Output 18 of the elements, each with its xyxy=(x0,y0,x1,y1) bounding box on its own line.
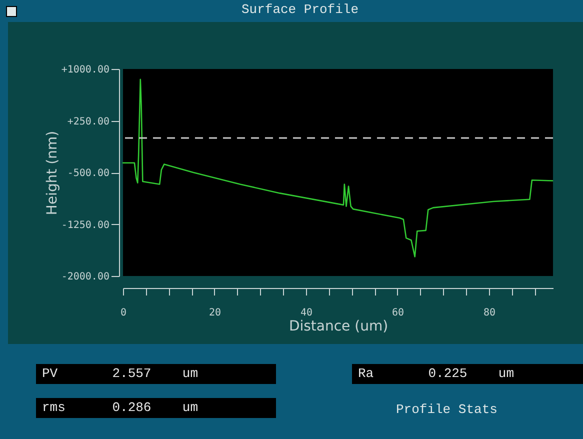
text: Ra 0.225 um xyxy=(352,364,583,384)
y-tick-label: +1000.00 xyxy=(61,64,110,76)
x-tick-label: 80 xyxy=(483,308,496,318)
x-tick-label: 0 xyxy=(120,308,127,318)
x-tick-label: 40 xyxy=(300,308,312,318)
x-tick-label: 20 xyxy=(208,308,222,318)
chart-title: Surface Profile xyxy=(240,2,360,17)
x-axis-title: Distance (um) xyxy=(288,318,388,334)
y-tick-label: -500.00 xyxy=(67,168,110,179)
text: PV 2.557 um xyxy=(36,364,276,384)
text: Profile Stats xyxy=(396,402,498,417)
text: rms 0.286 um xyxy=(36,398,276,418)
line-series xyxy=(122,78,554,258)
y-tick-label: -1250.00 xyxy=(61,220,110,231)
y-tick-label: +250.00 xyxy=(67,116,110,128)
y-axis-title: Height (nm) xyxy=(44,130,60,216)
x-tick-label: 60 xyxy=(392,308,404,318)
y-tick-label: -2000.00 xyxy=(61,272,110,282)
